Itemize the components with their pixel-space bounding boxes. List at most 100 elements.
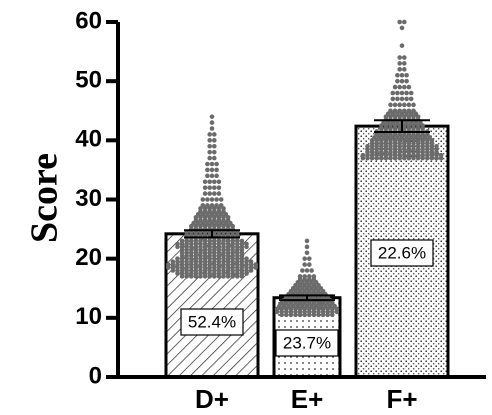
percent-label: 52.4%	[188, 312, 236, 331]
data-point	[402, 55, 407, 60]
data-point	[402, 102, 407, 108]
data-point	[200, 203, 206, 208]
data-point	[311, 274, 317, 279]
data-point	[209, 126, 215, 131]
data-point	[395, 72, 400, 78]
data-point	[212, 149, 217, 155]
data-point	[209, 120, 215, 125]
data-point	[434, 143, 439, 149]
data-point	[395, 90, 400, 96]
data-point	[390, 90, 396, 96]
data-point	[205, 203, 210, 208]
data-point	[214, 161, 219, 167]
data-point	[175, 241, 180, 247]
data-point	[202, 185, 208, 190]
data-point	[399, 72, 405, 78]
data-point	[214, 197, 219, 202]
data-point	[304, 268, 310, 273]
data-point	[404, 72, 409, 78]
data-point	[402, 108, 407, 114]
data-point	[207, 149, 212, 155]
data-point	[218, 203, 224, 208]
y-tick-label: 40	[75, 126, 102, 153]
data-point	[392, 84, 398, 90]
data-point	[207, 179, 212, 185]
data-point	[406, 108, 412, 114]
data-point	[390, 96, 396, 102]
data-point	[302, 256, 308, 261]
data-point	[212, 155, 217, 161]
data-point	[209, 197, 215, 202]
data-point	[207, 191, 212, 196]
data-point	[388, 102, 393, 108]
data-point	[309, 268, 314, 273]
data-point	[307, 274, 312, 279]
data-point	[307, 256, 312, 261]
data-point	[202, 191, 208, 196]
data-point	[304, 250, 310, 256]
data-point	[166, 262, 171, 267]
data-point	[202, 179, 208, 185]
data-point	[212, 185, 217, 190]
data-point	[214, 167, 219, 173]
data-point	[408, 96, 414, 102]
category-label: F+	[386, 384, 417, 414]
data-point	[212, 138, 217, 143]
data-point	[399, 78, 405, 84]
data-point	[207, 155, 212, 161]
data-point	[408, 90, 414, 96]
data-point	[253, 262, 258, 267]
data-point	[399, 90, 405, 96]
data-point	[402, 19, 407, 25]
percent-label: 22.6%	[378, 243, 426, 262]
y-tick-label: 30	[75, 185, 102, 212]
data-point	[406, 102, 412, 108]
data-point	[304, 244, 310, 250]
data-point	[397, 55, 403, 60]
data-point	[207, 143, 212, 149]
data-point	[365, 143, 370, 149]
data-point	[392, 102, 398, 108]
data-point	[399, 96, 405, 102]
data-point	[207, 185, 212, 190]
data-point	[205, 167, 210, 173]
data-point	[388, 108, 393, 114]
data-point	[397, 67, 403, 72]
data-point	[239, 238, 245, 244]
data-point	[397, 61, 403, 66]
data-point	[200, 197, 206, 202]
data-point	[397, 84, 403, 90]
data-point	[300, 268, 305, 273]
data-point	[209, 203, 215, 208]
data-point	[399, 43, 405, 48]
data-point	[307, 262, 312, 267]
data-point	[207, 138, 212, 143]
data-point	[248, 259, 254, 264]
data-point	[402, 61, 407, 66]
percent-label: 23.7%	[283, 333, 331, 352]
data-point	[397, 19, 403, 25]
data-point	[304, 238, 310, 244]
data-point	[207, 132, 212, 137]
data-point	[397, 102, 403, 108]
y-tick-label: 50	[75, 67, 102, 94]
data-point	[392, 108, 398, 114]
data-point	[438, 152, 444, 158]
data-point	[212, 143, 217, 149]
data-point	[395, 78, 400, 84]
data-point	[216, 185, 222, 190]
bar-D-plus	[164, 232, 260, 379]
data-point	[218, 197, 224, 202]
data-point	[209, 114, 215, 119]
category-label: E+	[291, 384, 324, 414]
data-point	[212, 191, 217, 196]
data-point	[179, 238, 185, 244]
data-point	[209, 167, 215, 173]
data-point	[216, 179, 222, 185]
data-point	[209, 161, 215, 167]
data-point	[411, 108, 416, 114]
data-point	[205, 173, 210, 179]
y-tick-label: 60	[75, 7, 102, 34]
percent-label-box	[180, 308, 244, 336]
data-point	[170, 259, 176, 264]
